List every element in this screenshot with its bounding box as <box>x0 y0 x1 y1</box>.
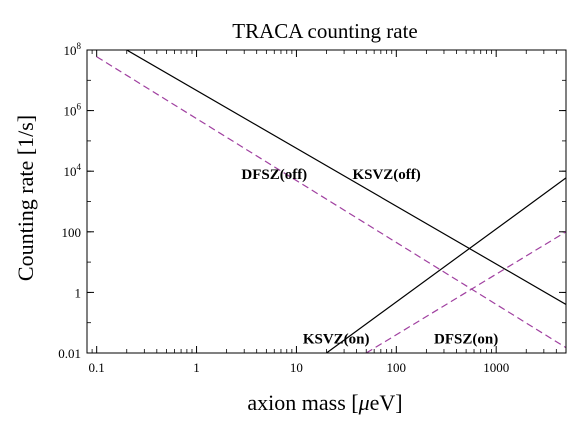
series-line-dfsz-off <box>96 56 566 349</box>
curve-label: DFSZ(on) <box>434 332 498 348</box>
y-tick-label: 108 <box>64 41 82 58</box>
curve-label: KSVZ(on) <box>303 332 370 348</box>
curve-label: DFSZ(off) <box>241 167 307 183</box>
y-tick-label: 104 <box>64 162 82 179</box>
y-tick-label: 100 <box>62 225 82 240</box>
plot-frame <box>86 49 567 354</box>
x-tick-label: 1 <box>193 360 200 375</box>
series-line-ksvz-on <box>326 177 566 353</box>
x-axis-label: axion mass [μeV] <box>247 390 402 415</box>
series-line-dfsz-on <box>365 231 566 353</box>
x-tick-label: 0.1 <box>89 360 105 375</box>
ticks-layer: 0.1 1 10 100 1000 0.01 1 100 104 106 108 <box>58 41 567 375</box>
chart-title: TRACA counting rate <box>232 19 417 43</box>
x-tick-label: 10 <box>290 360 303 375</box>
series-line-ksvz-off <box>126 50 566 305</box>
y-tick-label: 0.01 <box>58 346 81 361</box>
x-tick-label: 100 <box>387 360 407 375</box>
y-tick-label: 1 <box>75 285 82 300</box>
x-tick-label: 1000 <box>483 360 509 375</box>
series-layer <box>96 50 566 353</box>
y-tick-label: 106 <box>64 102 82 119</box>
curve-label: KSVZ(off) <box>352 167 420 183</box>
curve-labels-layer: DFSZ(off) KSVZ(off) KSVZ(on) DFSZ(on) <box>241 167 498 347</box>
y-axis-label: Counting rate [1/s] <box>13 115 38 281</box>
